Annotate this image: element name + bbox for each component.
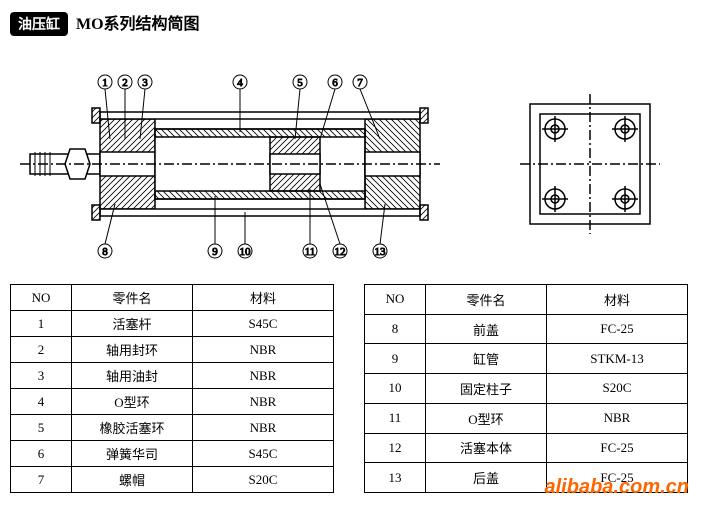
cell-name: 活塞本体 — [426, 433, 547, 463]
table-row: 4O型环NBR — [11, 389, 334, 415]
callout-4: 4 — [237, 77, 243, 89]
cell-no: 3 — [11, 363, 72, 389]
cell-no: 1 — [11, 311, 72, 337]
header-no: NO — [11, 285, 72, 311]
cell-material: NBR — [193, 389, 334, 415]
callout-7: 7 — [357, 77, 363, 89]
cell-material: S45C — [193, 441, 334, 467]
header-material: 材料 — [547, 285, 688, 315]
callout-5: 5 — [297, 77, 303, 89]
cell-no: 8 — [365, 314, 426, 344]
cell-name: 轴用油封 — [72, 363, 193, 389]
table-row: 3轴用油封NBR — [11, 363, 334, 389]
callout-10: 10 — [240, 246, 252, 258]
cell-no: 11 — [365, 403, 426, 433]
cell-name: 前盖 — [426, 314, 547, 344]
cell-name: O型环 — [72, 389, 193, 415]
table-row: 11O型环NBR — [365, 403, 688, 433]
cell-name: 弹簧华司 — [72, 441, 193, 467]
cell-name: O型环 — [426, 403, 547, 433]
table-row: 1活塞杆S45C — [11, 311, 334, 337]
table-row: 8前盖FC-25 — [365, 314, 688, 344]
cell-no: 9 — [365, 344, 426, 374]
header-material: 材料 — [193, 285, 334, 311]
title-black: 油压缸 — [10, 12, 68, 36]
callout-6: 6 — [332, 77, 338, 89]
callout-2: 2 — [122, 77, 128, 89]
cell-no: 6 — [11, 441, 72, 467]
cell-name: 橡胶活塞环 — [72, 415, 193, 441]
header-name: 零件名 — [426, 285, 547, 315]
table-row: 5橡胶活塞环NBR — [11, 415, 334, 441]
cell-name: 缸管 — [426, 344, 547, 374]
diagram: 1 2 3 4 5 6 7 8 9 10 11 12 13 — [10, 44, 699, 274]
callout-13: 13 — [375, 246, 387, 258]
table-row: 10固定柱子S20C — [365, 374, 688, 404]
cell-no: 2 — [11, 337, 72, 363]
cell-name: 轴用封环 — [72, 337, 193, 363]
cell-no: 10 — [365, 374, 426, 404]
cell-name: 固定柱子 — [426, 374, 547, 404]
cell-material: NBR — [193, 415, 334, 441]
table-row: 2轴用封环NBR — [11, 337, 334, 363]
cell-material: S45C — [193, 311, 334, 337]
header-name: 零件名 — [72, 285, 193, 311]
callout-1: 1 — [102, 77, 108, 89]
cell-material: FC-25 — [547, 433, 688, 463]
table-row: 7螺帽S20C — [11, 467, 334, 493]
cell-material: S20C — [547, 374, 688, 404]
cell-material: STKM-13 — [547, 344, 688, 374]
cell-material: FC-25 — [547, 314, 688, 344]
watermark: alibaba.com.cn — [545, 476, 690, 499]
parts-table-right: NO 零件名 材料 8前盖FC-259缸管STKM-1310固定柱子S20C11… — [364, 284, 688, 493]
cell-no: 13 — [365, 463, 426, 493]
callout-12: 12 — [335, 246, 346, 258]
title-row: 油压缸 MO系列结构简图 — [10, 10, 699, 36]
cell-no: 4 — [11, 389, 72, 415]
callout-3: 3 — [142, 77, 148, 89]
cell-material: NBR — [193, 363, 334, 389]
cell-material: S20C — [193, 467, 334, 493]
cell-no: 5 — [11, 415, 72, 441]
callout-11: 11 — [305, 246, 316, 258]
cell-name: 活塞杆 — [72, 311, 193, 337]
cell-material: NBR — [547, 403, 688, 433]
cell-name: 后盖 — [426, 463, 547, 493]
title-rest: MO系列结构简图 — [76, 16, 200, 33]
parts-table-left: NO 零件名 材料 1活塞杆S45C2轴用封环NBR3轴用油封NBR4O型环NB… — [10, 284, 334, 493]
table-row: 12活塞本体FC-25 — [365, 433, 688, 463]
table-row: 6弹簧华司S45C — [11, 441, 334, 467]
cell-name: 螺帽 — [72, 467, 193, 493]
table-row: 9缸管STKM-13 — [365, 344, 688, 374]
cell-no: 7 — [11, 467, 72, 493]
header-no: NO — [365, 285, 426, 315]
tables-row: NO 零件名 材料 1活塞杆S45C2轴用封环NBR3轴用油封NBR4O型环NB… — [10, 284, 699, 493]
callout-8: 8 — [102, 246, 108, 258]
cell-material: NBR — [193, 337, 334, 363]
cell-no: 12 — [365, 433, 426, 463]
callout-9: 9 — [212, 246, 218, 258]
